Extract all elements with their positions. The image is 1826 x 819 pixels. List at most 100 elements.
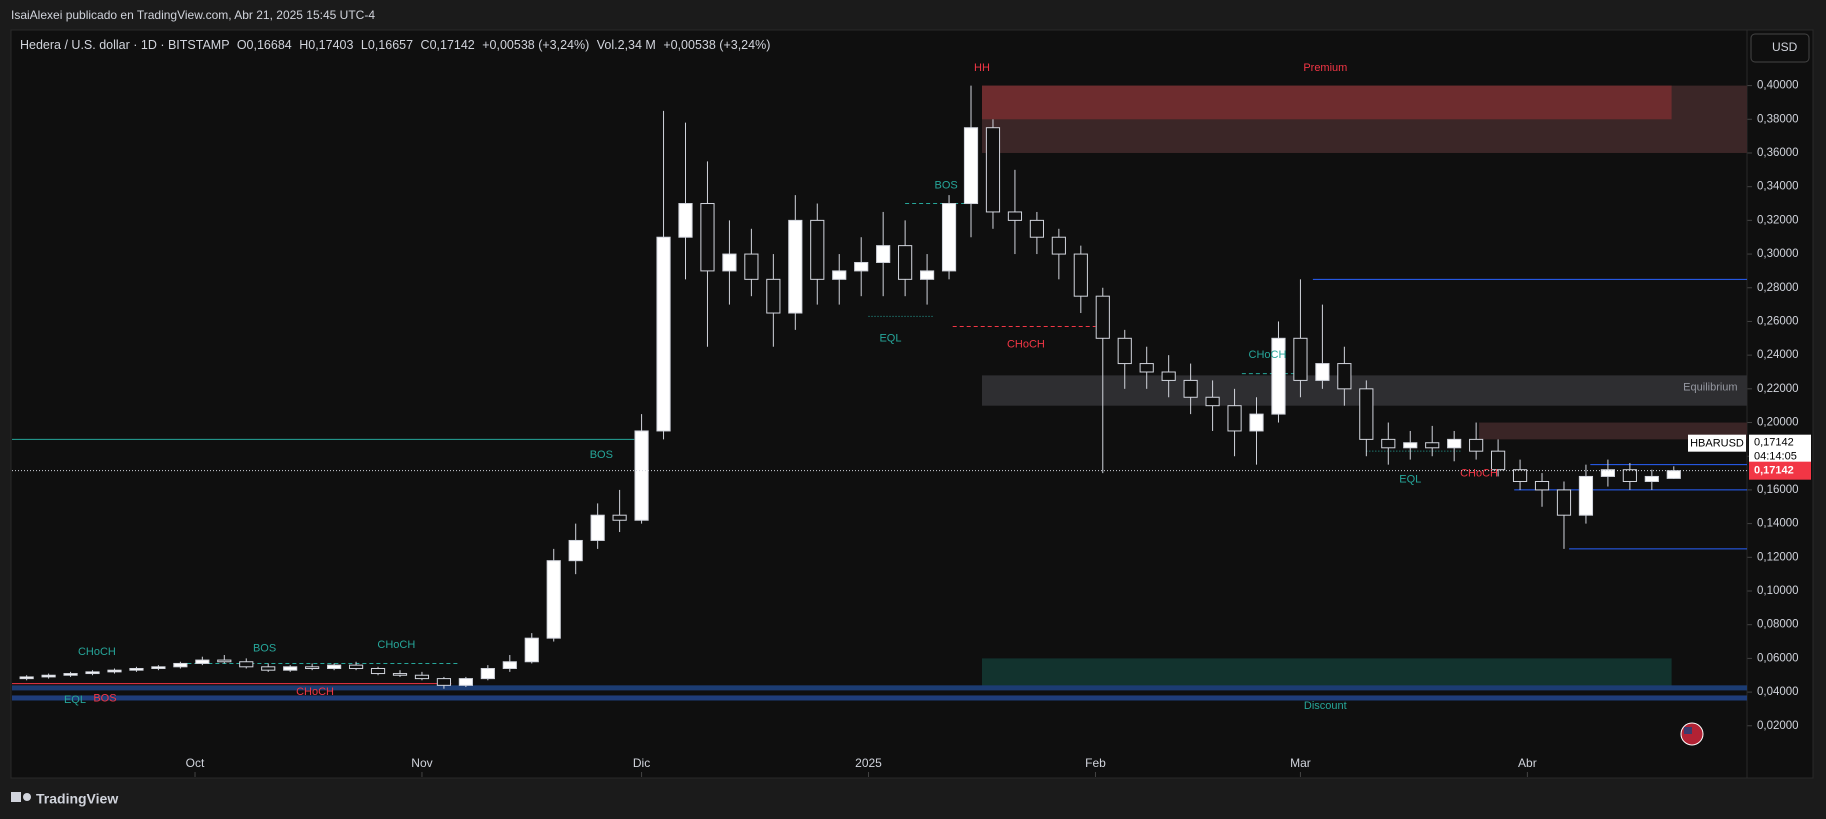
y-tick-label: 0,28000 <box>1757 282 1799 294</box>
y-tick-label: 0,04000 <box>1757 686 1799 698</box>
x-tick-label: Nov <box>411 756 432 770</box>
annotation: BOS <box>935 180 958 192</box>
annotation: CHoCH <box>1249 349 1287 361</box>
y-tick-label: 0,34000 <box>1757 181 1799 193</box>
candle-body <box>1117 337 1132 365</box>
header: Hedera / U.S. dollar · 1D · BITSTAMP O0,… <box>20 38 770 52</box>
y-tick-label: 0,22000 <box>1757 383 1799 395</box>
candle-body <box>107 669 122 673</box>
candle-body <box>1359 388 1374 440</box>
l-key: L <box>361 38 368 52</box>
brand-logo <box>11 792 31 802</box>
candle-body <box>788 219 803 314</box>
candle-body <box>436 678 452 686</box>
annotation: CHoCH <box>1007 338 1045 350</box>
candle-body <box>1315 363 1330 381</box>
x-tick-label: Oct <box>186 756 205 770</box>
y-tick-label: 0,02000 <box>1757 720 1799 732</box>
candle-body <box>392 673 408 676</box>
candle-body <box>458 678 473 686</box>
candle-body <box>722 253 737 272</box>
c-key: C <box>421 38 430 52</box>
x-tick-label: Feb <box>1085 756 1106 770</box>
candle-body <box>1337 363 1352 390</box>
symbol: Hedera / U.S. dollar · 1D · BITSTAMP <box>20 38 229 52</box>
y-tick-label: 0,10000 <box>1757 585 1799 597</box>
zone <box>12 685 1747 691</box>
x-tick-label: Abr <box>1518 756 1537 770</box>
brand: TradingView <box>36 791 118 807</box>
candle-body <box>327 664 342 669</box>
symbol-tag: HBARUSD <box>1690 438 1744 450</box>
candle-body <box>1007 211 1023 221</box>
annotation: HH <box>974 62 990 74</box>
candle-body <box>1447 438 1462 449</box>
candle-body <box>985 127 1001 213</box>
o-key: O <box>237 38 247 52</box>
annotation: BOS <box>253 643 276 655</box>
candle-body <box>305 666 320 669</box>
candle-body <box>1051 236 1066 255</box>
candle-body <box>261 666 276 671</box>
candle-body <box>1095 295 1110 339</box>
h-val: 0,17403 <box>308 38 353 52</box>
candle-body <box>1073 253 1088 297</box>
annotation: EQL <box>1399 474 1421 486</box>
candle-body <box>151 666 166 669</box>
y-tick-label: 0,30000 <box>1757 248 1799 260</box>
c-val: 0,17142 <box>430 38 475 52</box>
candle-body <box>1403 442 1418 449</box>
y-tick-label: 0,16000 <box>1757 484 1799 496</box>
y-tick-label: 0,06000 <box>1757 652 1799 664</box>
annotation: CHoCH <box>296 686 334 698</box>
last-tag: 0,17142 <box>1754 465 1794 477</box>
annotation: CHoCH <box>1460 468 1498 480</box>
last-tag-box <box>1749 461 1811 480</box>
y-tick-label: 0,08000 <box>1757 619 1799 631</box>
y-tick-label: 0,26000 <box>1757 315 1799 327</box>
vol-val: 2,34 M <box>618 38 656 52</box>
candle-body <box>524 637 539 663</box>
candle-body <box>744 253 759 280</box>
annotation: BOS <box>590 449 613 461</box>
candle-body <box>129 667 144 671</box>
candle-body <box>1512 469 1528 482</box>
annotation: Premium <box>1303 62 1347 74</box>
price-tag-box <box>1749 434 1811 465</box>
candle-body <box>348 664 364 669</box>
y-tick-label: 0,36000 <box>1757 147 1799 159</box>
x-tick-label: Mar <box>1290 756 1311 770</box>
annotation: Equilibrium <box>1683 381 1737 393</box>
price-tag: 0,17142 <box>1754 437 1794 449</box>
vol-key: Vol. <box>597 38 618 52</box>
publisher: IsaiAlexei publicado en TradingView.com,… <box>11 8 375 22</box>
countdown: 04:14:05 <box>1754 451 1797 463</box>
change: +0,00538 (+3,24%) <box>482 38 589 52</box>
candle-body <box>810 219 825 280</box>
annotation: EQL <box>879 333 901 345</box>
o-val: 0,16684 <box>247 38 292 52</box>
candle-body <box>898 245 913 280</box>
candle-body <box>546 560 561 639</box>
h-key: H <box>299 38 308 52</box>
candle-body <box>502 661 517 669</box>
flag-icon <box>1680 722 1704 746</box>
symbol-tag-box <box>1688 434 1746 452</box>
candle-body <box>19 676 34 680</box>
candle-body <box>173 662 188 668</box>
y-tick-label: 0,38000 <box>1757 113 1799 125</box>
currency[interactable]: USD <box>1772 40 1798 54</box>
candle-body <box>656 236 671 432</box>
zone <box>12 695 1747 701</box>
candle-body <box>678 203 693 238</box>
candle-body <box>590 514 605 541</box>
annotation: CHoCH <box>78 646 116 658</box>
x-tick-label: 2025 <box>855 756 882 770</box>
candle-body <box>283 666 298 671</box>
candle-body <box>1469 438 1484 452</box>
x-tick-label: Dic <box>633 756 650 770</box>
candle-body <box>1644 475 1659 482</box>
currency-button[interactable] <box>1750 33 1810 63</box>
